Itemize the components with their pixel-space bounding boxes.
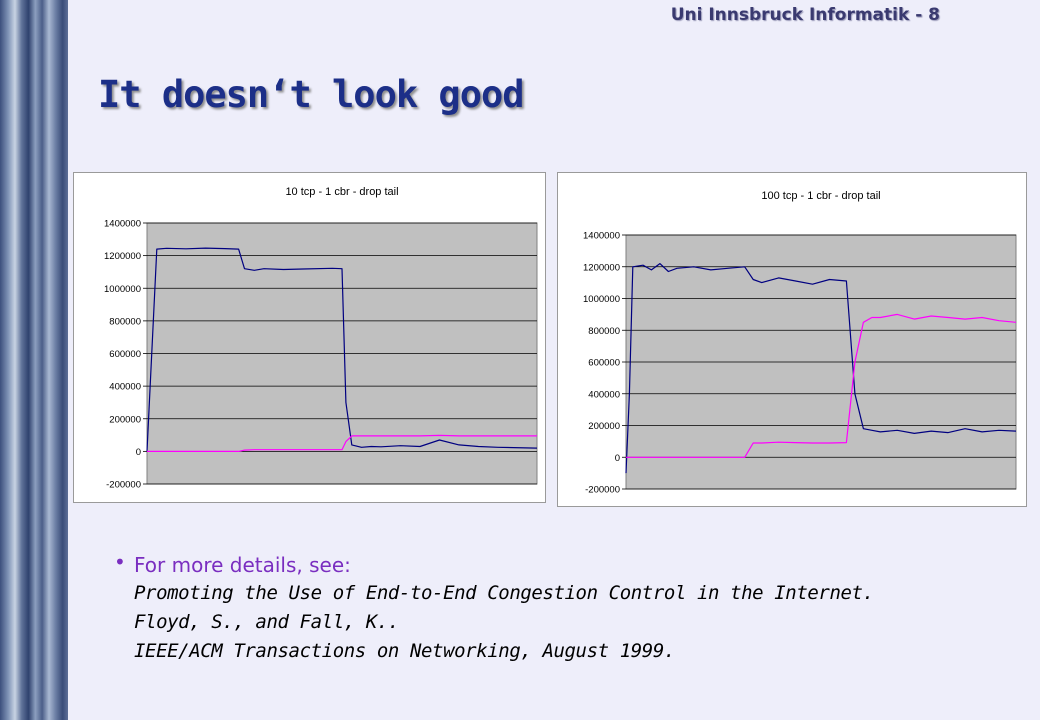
chart-100-tcp-svg: 100 tcp - 1 cbr - drop tail 1400000 120000… [583, 190, 1017, 496]
bullet-marker: • [114, 550, 126, 574]
y-tick-label: 1200000 [583, 262, 620, 273]
y-tick-label: 200000 [588, 421, 620, 432]
y-tick-label: 1000000 [104, 284, 141, 295]
reference-journal: IEEE/ACM Transactions on Networking, Aug… [134, 640, 675, 662]
sidebar-decoration [0, 0, 68, 720]
chart-100-tcp: 100 tcp - 1 cbr - drop tail 1400000 120000… [557, 172, 1027, 507]
y-tick-label: 1400000 [583, 231, 620, 242]
bullet-list: • For more details, see: Promoting the U… [112, 550, 1012, 666]
header-label: Uni Innsbruck Informatik - 8 [670, 5, 940, 25]
series-line-2 [147, 434, 537, 452]
bullet-item: • For more details, see: Promoting the U… [112, 550, 1012, 666]
slide-title: It doesn‘t look good [98, 73, 525, 116]
y-tick-label: 200000 [109, 414, 141, 425]
y-tick-label: 600000 [109, 349, 141, 360]
y-tick-label: 600000 [588, 358, 620, 369]
y-tick-label: 400000 [588, 389, 620, 400]
y-tick-label: 400000 [109, 382, 141, 393]
y-tick-label: 1000000 [583, 294, 620, 305]
y-tick-label: -200000 [106, 480, 141, 491]
chart-title: 10 tcp - 1 cbr - drop tail [285, 186, 398, 198]
y-tick-label: 0 [136, 447, 141, 458]
series-line-2 [626, 313, 1017, 458]
series-line-1 [625, 262, 1017, 474]
series-line-1 [146, 247, 538, 452]
chart-title: 100 tcp - 1 cbr - drop tail [761, 190, 880, 202]
y-tick-label: 0 [615, 453, 620, 464]
chart-10-tcp: 10 tcp - 1 cbr - drop tail 1400000 1200000… [73, 172, 546, 503]
y-tick-label: 1400000 [104, 219, 141, 230]
bullet-lead-text: For more details, see: [134, 553, 351, 577]
y-tick-label: 1200000 [104, 251, 141, 262]
chart-10-tcp-svg: 10 tcp - 1 cbr - drop tail 1400000 1200000… [104, 186, 538, 491]
y-tick-label: 800000 [588, 326, 620, 337]
reference-authors: Floyd, S., and Fall, K.. [134, 611, 399, 633]
y-tick-label: -200000 [585, 485, 620, 496]
y-tick-label: 800000 [109, 316, 141, 327]
reference-title: Promoting the Use of End-to-End Congesti… [134, 582, 874, 604]
